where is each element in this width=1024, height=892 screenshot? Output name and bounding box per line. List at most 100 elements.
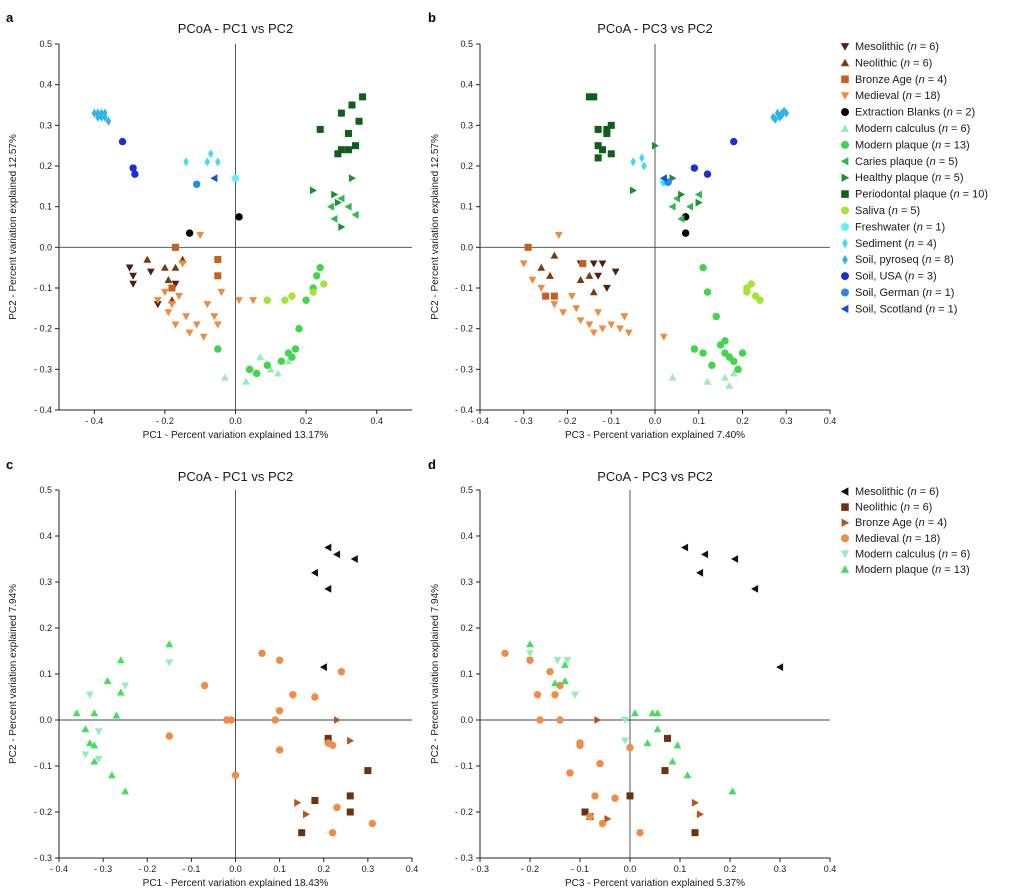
data-point xyxy=(683,771,692,779)
data-point xyxy=(112,711,121,719)
data-point xyxy=(581,808,589,816)
x-tick-label: - 0.4 xyxy=(50,864,68,874)
legend-item: Freshwater (n = 1) xyxy=(841,221,945,233)
data-point xyxy=(641,161,647,171)
data-point xyxy=(572,305,581,313)
y-tick-label: 0.5 xyxy=(39,39,52,49)
legend-legend_bottom: Mesolithic (n = 6)Neolithic (n = 6)Bronz… xyxy=(840,486,970,576)
data-point xyxy=(192,321,201,329)
data-point xyxy=(607,321,616,329)
legend-label-n: n xyxy=(906,533,912,545)
data-point xyxy=(103,677,112,684)
y-tick-label: 0.0 xyxy=(460,242,473,252)
data-point xyxy=(751,585,759,593)
data-point xyxy=(337,146,345,154)
data-point xyxy=(165,659,174,667)
y-tick-label: 0.2 xyxy=(460,161,473,171)
y-tick-label: - 0.3 xyxy=(455,853,473,863)
data-point xyxy=(553,657,562,665)
data-point xyxy=(561,677,569,684)
data-point xyxy=(738,349,747,357)
data-point xyxy=(242,377,250,385)
data-point xyxy=(653,725,662,733)
data-point xyxy=(589,260,598,268)
legend-label-n: n xyxy=(947,107,953,119)
legend-label-count: = 10) xyxy=(960,189,988,201)
points-b xyxy=(519,93,789,389)
legend-label-n: n xyxy=(942,123,948,135)
y-axis-label: PC2 - Percent variation explained 7.94% xyxy=(8,584,19,764)
legend-label-name: Neolithic ( xyxy=(855,57,904,69)
legend-label-count: = 8) xyxy=(931,254,953,266)
y-tick-label: - 0.4 xyxy=(455,405,473,415)
data-point xyxy=(691,798,699,807)
legend-label-name: Freshwater ( xyxy=(855,221,917,233)
legend-label-count: = 13) xyxy=(941,564,969,576)
legend-label: Neolithic (n = 6) xyxy=(855,57,932,69)
data-point xyxy=(616,325,624,333)
data-point xyxy=(526,650,534,658)
data-point xyxy=(690,345,699,353)
data-point xyxy=(643,739,652,747)
data-point xyxy=(164,276,173,283)
x-tick-label: - 0.2 xyxy=(558,416,576,426)
x-tick-label: - 0.4 xyxy=(471,416,489,426)
x-tick-label: - 0.3 xyxy=(94,864,112,874)
data-point xyxy=(668,373,677,381)
legend-label: Freshwater (n = 1) xyxy=(855,221,945,233)
legend-label: Saliva (n = 5) xyxy=(855,205,920,217)
data-point xyxy=(537,284,546,292)
data-point xyxy=(81,751,90,759)
legend-label-name: Medieval ( xyxy=(855,90,906,102)
data-point xyxy=(346,808,354,816)
y-tick-label: 0.4 xyxy=(39,80,52,90)
data-point xyxy=(91,108,97,118)
legend-label: Modern calculus (n = 6) xyxy=(855,123,970,135)
data-point xyxy=(312,272,321,280)
data-point xyxy=(303,810,310,819)
legend-label: Soil, USA (n = 3) xyxy=(855,271,937,283)
data-point xyxy=(730,357,738,365)
data-point xyxy=(686,202,694,211)
legend-label-n: n xyxy=(942,548,948,560)
legend-marker xyxy=(840,43,850,51)
x-tick-label: 0.1 xyxy=(692,416,705,426)
data-point xyxy=(681,229,690,237)
legend-item: Bronze Age (n = 4) xyxy=(841,517,947,529)
data-point xyxy=(624,329,633,337)
data-point xyxy=(594,272,602,280)
data-point xyxy=(594,125,602,133)
legend-label-name: Soil, USA ( xyxy=(855,271,909,283)
data-point xyxy=(326,202,334,211)
legend-label-n: n xyxy=(904,57,910,69)
data-point xyxy=(350,555,358,563)
legend-label-n: n xyxy=(919,517,925,529)
data-point xyxy=(589,329,598,337)
data-point xyxy=(227,716,235,724)
data-point xyxy=(596,759,604,768)
data-point xyxy=(550,251,559,259)
data-point xyxy=(776,663,784,671)
data-point xyxy=(221,373,229,381)
legend-label-name: Periodontal plaque ( xyxy=(855,189,954,201)
data-point xyxy=(639,153,645,163)
data-point xyxy=(94,756,103,763)
data-point xyxy=(630,157,636,167)
data-point xyxy=(217,288,226,296)
data-point xyxy=(699,263,707,272)
legend-label-name: Soil, Scotland ( xyxy=(855,303,929,315)
data-point xyxy=(648,709,657,717)
panel-b: b PCoA - PC3 vs PC2 - 0.4 - 0.3 - 0.2 - 0.1 0.… xyxy=(428,10,836,441)
legend-item: Mesolithic (n = 6) xyxy=(840,486,939,498)
legend-label: Sediment (n = 4) xyxy=(855,238,937,250)
legend-label: Modern plaque (n = 13) xyxy=(855,564,970,576)
legend-label-name: Soil, pyroseq ( xyxy=(855,254,926,266)
legend-item: Caries plaque (n = 5) xyxy=(840,156,958,168)
y-tick-label: 0.3 xyxy=(460,120,473,130)
data-point xyxy=(102,108,108,118)
data-point xyxy=(328,828,337,837)
y-tick-label: - 0.3 xyxy=(455,364,473,374)
legend-marker xyxy=(841,534,849,543)
data-point xyxy=(125,264,134,272)
